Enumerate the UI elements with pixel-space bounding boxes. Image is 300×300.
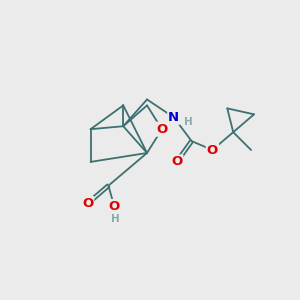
Text: O: O [82,197,93,210]
Text: H: H [184,117,193,127]
Text: N: N [168,111,179,124]
Text: O: O [171,155,182,168]
Text: O: O [207,143,218,157]
Text: O: O [109,200,120,213]
Text: H: H [111,214,120,224]
Text: O: O [156,123,167,136]
